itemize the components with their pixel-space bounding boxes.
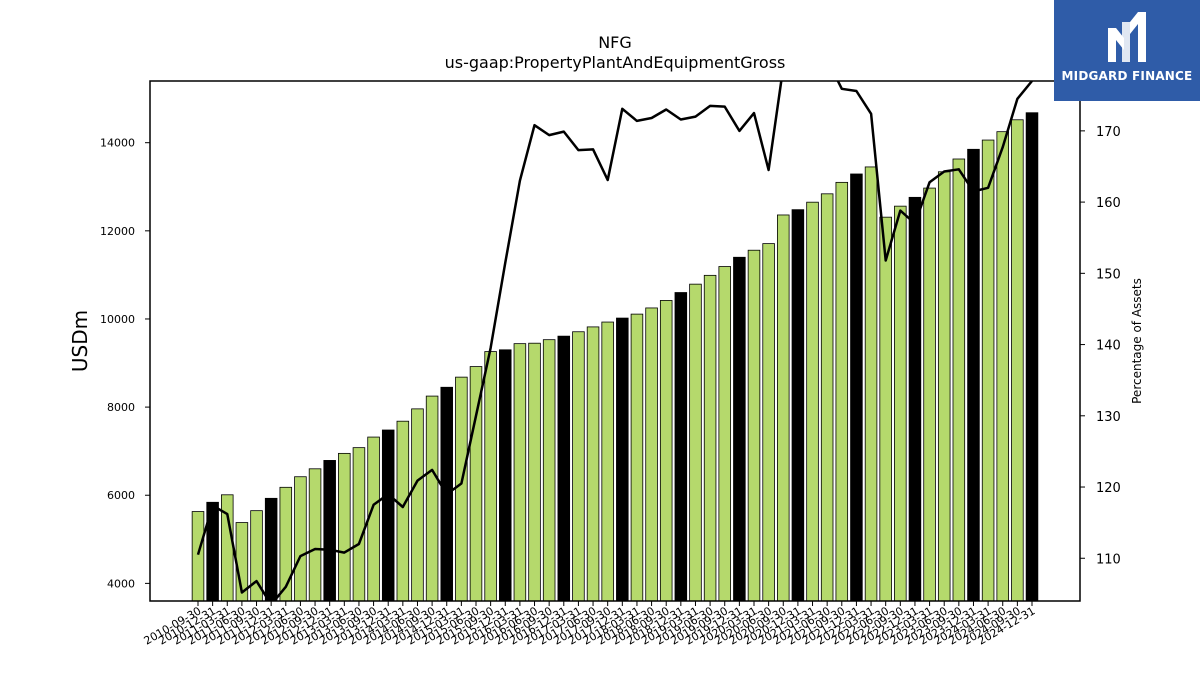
bar	[923, 187, 936, 602]
bar	[820, 193, 834, 602]
y2-tick-label: 120	[1096, 481, 1121, 496]
y-axis-label: USDm	[68, 310, 92, 372]
bar	[630, 313, 644, 602]
bar	[455, 376, 468, 602]
bar	[542, 339, 556, 602]
y2-tick-label: 140	[1096, 339, 1121, 354]
y-tick-label: 10000	[100, 313, 135, 326]
y2-tick-label: 170	[1096, 125, 1121, 140]
y-tick-label: 14000	[100, 137, 135, 150]
bar	[981, 139, 995, 602]
bar	[791, 209, 805, 602]
bar	[908, 196, 922, 602]
bar	[381, 429, 395, 602]
y2-tick-label: 150	[1096, 267, 1121, 282]
bar	[733, 256, 746, 602]
bar	[411, 408, 424, 602]
bar	[294, 476, 307, 602]
bar	[879, 216, 892, 602]
bar	[718, 266, 731, 602]
y2-tick-label: 130	[1096, 410, 1121, 425]
line-series-layer	[196, 81, 1033, 601]
bar	[572, 331, 585, 602]
bar	[323, 460, 336, 602]
bar	[937, 171, 951, 602]
bar-series	[191, 112, 1039, 602]
bar	[191, 511, 205, 602]
bar	[674, 292, 688, 602]
x-axis: 2010-09-302010-12-312011-03-312011-06-30…	[142, 601, 1038, 648]
y2-axis-label: Percentage of Assets	[1130, 278, 1144, 404]
bar	[645, 307, 658, 602]
logo-text: MIDGARD FINANCE	[1061, 69, 1193, 83]
bar	[777, 214, 790, 602]
y-tick-label: 4000	[107, 577, 135, 590]
y-axis-right: 110 120 130 140 150 160 170	[1080, 125, 1121, 567]
bar	[352, 447, 366, 602]
bar	[308, 468, 322, 602]
logo: MIDGARD FINANCE	[1054, 0, 1200, 101]
y2-tick-label: 160	[1096, 196, 1121, 211]
bar	[484, 351, 497, 602]
bar	[747, 249, 761, 602]
chart-title: NFG	[598, 33, 632, 52]
bar	[762, 243, 775, 602]
y-tick-label: 6000	[107, 489, 135, 502]
bar	[499, 349, 512, 602]
bar	[616, 317, 629, 602]
bar	[586, 326, 600, 602]
bar	[806, 201, 819, 602]
bar	[689, 283, 702, 602]
y-axis-left: 4000 6000 8000 10000 12000 14000	[100, 137, 150, 590]
bar	[967, 148, 980, 602]
percentage-line	[196, 81, 1033, 601]
bar	[835, 181, 849, 602]
bar	[1025, 112, 1039, 602]
y-tick-label: 8000	[107, 401, 135, 414]
bar	[601, 321, 614, 602]
bar	[894, 205, 907, 602]
y-tick-label: 12000	[100, 225, 135, 238]
bar	[850, 173, 863, 602]
chart-subtitle: us-gaap:PropertyPlantAndEquipmentGross	[445, 53, 786, 72]
bar	[952, 158, 966, 602]
y2-tick-label: 110	[1096, 552, 1121, 567]
bar	[264, 497, 278, 602]
bar	[659, 300, 673, 602]
logo-mark-icon	[1108, 12, 1146, 62]
bar	[996, 131, 1009, 602]
bar	[396, 420, 410, 602]
bar	[338, 452, 351, 602]
bar	[703, 274, 717, 602]
bar	[864, 166, 878, 602]
bar	[557, 335, 571, 602]
bar	[513, 343, 527, 602]
plot-frame	[149, 80, 1081, 602]
bar	[528, 342, 541, 602]
bar	[425, 395, 439, 602]
bar	[1011, 119, 1024, 602]
